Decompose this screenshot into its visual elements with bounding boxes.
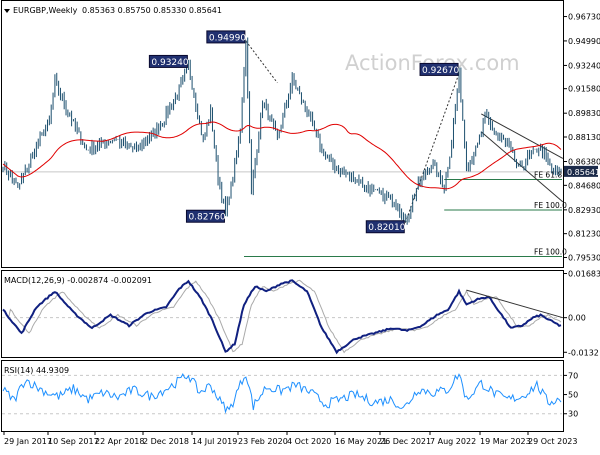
sma-line <box>2 121 562 190</box>
rsi-y-tick-label: 50 <box>568 391 578 400</box>
macd-label: MACD(12,26,9) -0.002874 -0.002091 <box>4 276 152 285</box>
price-callout-label: 0.82760 <box>188 213 225 223</box>
price-callouts: 0.93240 0.82760 0.94990 0.82010 0.92670 <box>148 30 460 234</box>
rsi-y-tick-label: 70 <box>568 371 578 380</box>
channel-line <box>480 131 564 203</box>
rsi-y-tick-label: 30 <box>568 410 578 419</box>
date-tick-label: 7 Aug 2022 <box>430 437 476 446</box>
price-y-tick-label: 0.79530 <box>568 253 600 262</box>
macd-panel-frame <box>1 270 564 358</box>
price-callout-box <box>419 62 459 76</box>
macd-layer: 0.016838 0.00 -0.0132 <box>2 270 600 357</box>
macd-y-tick-label: 0.016838 <box>568 270 600 279</box>
date-tick-label: 29 Oct 2023 <box>528 437 577 446</box>
last-price-box <box>564 165 598 177</box>
price-y-tick-label: 0.82930 <box>568 206 600 215</box>
dotted-swing-line <box>245 40 278 84</box>
price-y-tick-label: 0.81230 <box>568 230 600 239</box>
price-callout-box <box>148 54 188 68</box>
price-bars <box>2 37 562 225</box>
fib-level-label: FE 61.8 <box>534 170 562 179</box>
rsi-label: RSI(14) 44.9309 <box>4 366 69 375</box>
price-callout-label: 0.92670 <box>422 66 459 76</box>
date-tick-label: 16 May 2021 <box>335 437 387 446</box>
price-y-tick-label: 0.94990 <box>568 37 600 46</box>
price-symbol-label: EURGBP,Weekly <box>13 6 78 15</box>
channel-line <box>481 113 564 159</box>
rsi-line <box>2 373 562 414</box>
rsi-layer: 70 50 30 <box>2 371 578 419</box>
price-y-tick-label: 0.93240 <box>568 61 600 70</box>
fib-level-label: FE 100.0 <box>534 201 567 210</box>
price-y-tick-label: 0.88130 <box>568 133 600 142</box>
rsi-panel-frame <box>1 360 564 432</box>
price-panel-frame <box>1 0 564 268</box>
date-tick-label: 10 Sep 2017 <box>48 437 99 446</box>
price-overlays: FE 61.8 FE 100.0 FE 100.0 <box>243 40 567 257</box>
price-yaxis: 0.96730 0.94990 0.93240 0.91580 0.89830 0.881… <box>564 13 600 262</box>
price-callout-label: 0.93240 <box>151 58 188 68</box>
date-tick-label: 29 Jan 2017 <box>4 437 52 446</box>
price-sma <box>2 121 562 190</box>
macd-y-tick-label: -0.0132 <box>568 348 599 357</box>
price-callout-box <box>185 209 225 223</box>
macd-trendline <box>466 289 563 319</box>
last-price-label: 0.85641 <box>567 168 600 177</box>
dropdown-arrow-icon[interactable] <box>4 9 10 13</box>
macd-y-tick-label: 0.00 <box>568 314 586 323</box>
date-tick-label: 22 Apr 2018 <box>95 437 144 446</box>
price-y-tick-label: 0.84680 <box>568 181 600 190</box>
date-tick-label: 23 Feb 2020 <box>238 437 288 446</box>
fib-level-label: FE 100.0 <box>534 247 567 256</box>
date-tick-label: 14 Jul 2019 <box>192 437 237 446</box>
date-tick-label: 19 Mar 2023 <box>480 437 531 446</box>
price-y-tick-label: 0.89830 <box>568 109 600 118</box>
price-y-tick-label: 0.96730 <box>568 13 600 22</box>
price-callout-box <box>206 30 246 44</box>
dotted-swing-line <box>404 73 460 223</box>
price-ohlc-values: 0.85363 0.85750 0.85330 0.85641 <box>82 6 222 15</box>
price-callout-box <box>365 220 405 234</box>
price-callout-label: 0.94990 <box>209 33 246 43</box>
date-tick-label: 26 Dec 2021 <box>380 437 431 446</box>
macd-line <box>2 279 562 355</box>
price-y-tick-label: 0.91580 <box>568 85 600 94</box>
price-y-tick-label: 0.86380 <box>568 158 600 167</box>
date-tick-label: 4 Oct 2020 <box>287 437 331 446</box>
date-tick-label: 2 Dec 2018 <box>143 437 189 446</box>
price-callout-label: 0.82010 <box>368 223 405 233</box>
